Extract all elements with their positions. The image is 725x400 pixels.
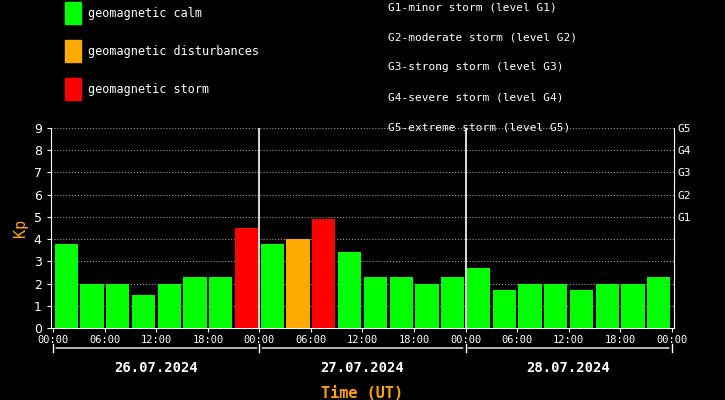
Text: G3-strong storm (level G3): G3-strong storm (level G3)	[388, 62, 563, 72]
Text: geomagnetic storm: geomagnetic storm	[88, 82, 210, 96]
Bar	[441, 277, 464, 328]
Text: geomagnetic calm: geomagnetic calm	[88, 6, 202, 20]
Bar	[210, 277, 233, 328]
Bar	[338, 252, 361, 328]
Bar	[467, 268, 490, 328]
Bar	[621, 284, 645, 328]
Text: 28.07.2024: 28.07.2024	[527, 361, 610, 375]
Bar	[261, 244, 284, 328]
Bar	[106, 284, 129, 328]
Bar	[570, 290, 593, 328]
Text: 27.07.2024: 27.07.2024	[320, 361, 405, 375]
Bar	[415, 284, 439, 328]
Bar	[518, 284, 542, 328]
Bar	[312, 219, 336, 328]
Bar	[235, 228, 258, 328]
Text: 26.07.2024: 26.07.2024	[115, 361, 198, 375]
Bar	[596, 284, 619, 328]
Y-axis label: Kp: Kp	[13, 219, 28, 237]
Text: G4-severe storm (level G4): G4-severe storm (level G4)	[388, 92, 563, 102]
Bar	[389, 277, 413, 328]
Bar	[544, 284, 568, 328]
Text: G1-minor storm (level G1): G1-minor storm (level G1)	[388, 2, 557, 12]
Bar	[183, 277, 207, 328]
Text: geomagnetic disturbances: geomagnetic disturbances	[88, 44, 260, 58]
Text: Time (UT): Time (UT)	[321, 386, 404, 400]
Text: G5-extreme storm (level G5): G5-extreme storm (level G5)	[388, 122, 570, 132]
Bar	[286, 239, 310, 328]
Bar	[132, 295, 155, 328]
Bar	[364, 277, 387, 328]
Bar	[647, 277, 671, 328]
Text: G2-moderate storm (level G2): G2-moderate storm (level G2)	[388, 32, 577, 42]
Bar	[54, 244, 78, 328]
Bar	[157, 284, 181, 328]
Bar	[492, 290, 515, 328]
Bar	[80, 284, 104, 328]
